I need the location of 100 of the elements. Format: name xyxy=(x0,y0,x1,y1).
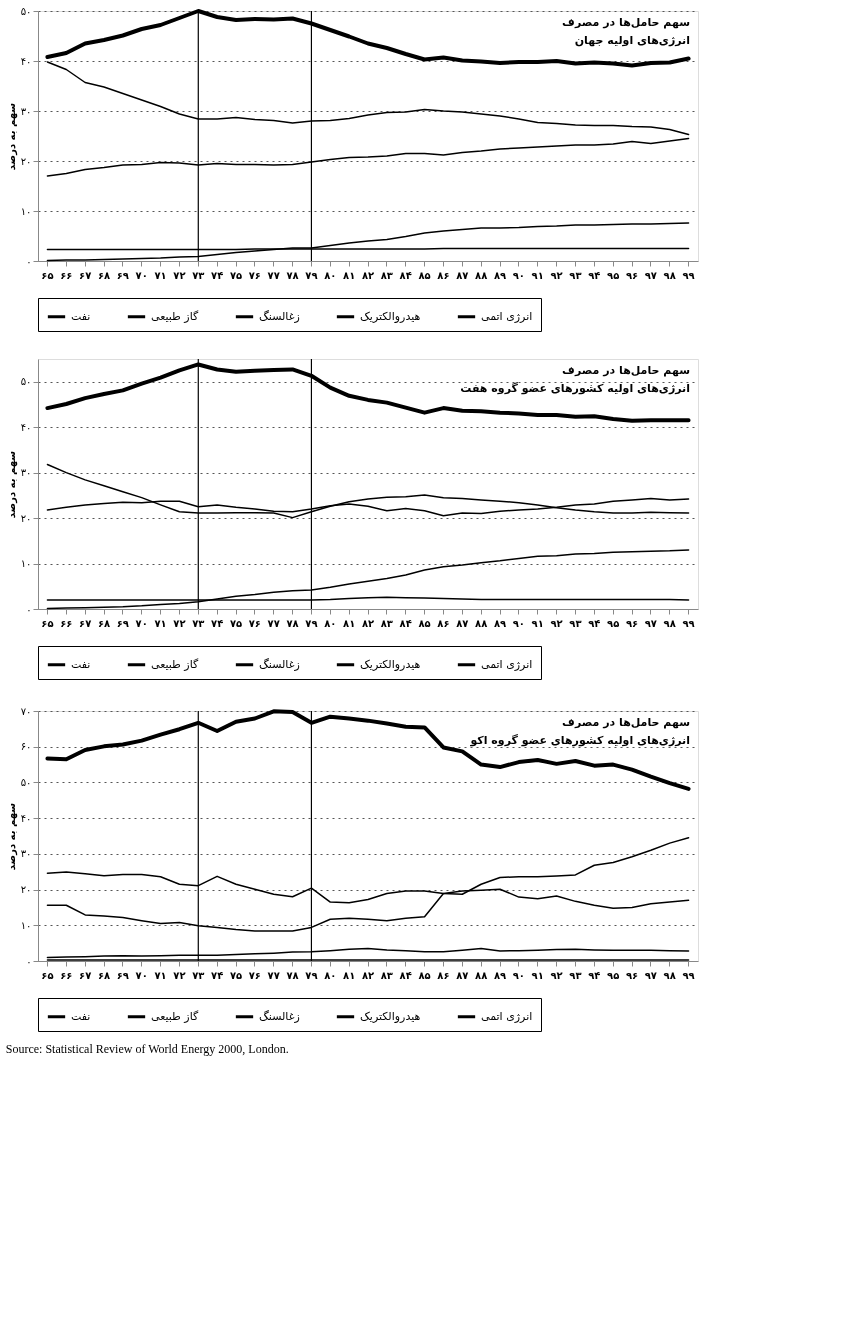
y-tick-label: ۱۰ xyxy=(20,205,32,217)
legend-label: هیدروالکتریک xyxy=(360,657,421,671)
y-tick-label: ۷۰ xyxy=(20,705,32,717)
legend-label: گاز طبیعی xyxy=(151,309,200,323)
x-tick-label: ۹۵ xyxy=(607,617,620,629)
x-tick-label: ۷۳ xyxy=(192,617,205,629)
x-tick-label: ۸۱ xyxy=(343,269,356,281)
x-tick-label: ۹۷ xyxy=(644,969,657,981)
x-tick-label: ۹۹ xyxy=(682,969,695,981)
x-tick-label: ۷۱ xyxy=(154,269,167,281)
y-tick-label: ۰ xyxy=(26,603,32,615)
x-tick-label: ۸۲ xyxy=(361,617,375,629)
x-tick-label: ۶۶ xyxy=(60,617,73,629)
x-tick-label: ۶۹ xyxy=(116,269,129,281)
x-tick-label: ۶۵ xyxy=(41,269,54,281)
chart-title: سهم حامل‌ها در مصرف xyxy=(562,16,690,29)
x-tick-label: ۸۹ xyxy=(493,617,507,629)
y-tick-label: ۵۰ xyxy=(20,376,32,388)
x-tick-label: ۸۹ xyxy=(493,969,507,981)
x-tick-label: ۷۶ xyxy=(248,969,261,981)
x-tick-label: ۷۸ xyxy=(286,617,299,629)
x-tick-label: ۷۲ xyxy=(173,969,186,981)
x-tick-label: ۸۰ xyxy=(324,269,337,281)
x-tick-label: ۸۰ xyxy=(324,969,337,981)
legend-label: انرژی اتمی xyxy=(481,657,533,671)
legend-label: انرژی اتمی xyxy=(481,1009,533,1023)
x-tick-label: ۷۱ xyxy=(154,617,167,629)
x-tick-label: ۸۷ xyxy=(456,269,469,281)
x-tick-label: ۶۹ xyxy=(116,617,129,629)
legend-label: نفت xyxy=(71,1009,91,1023)
x-tick-label: ۹۴ xyxy=(588,617,601,629)
x-tick-label: ۸۶ xyxy=(437,969,450,981)
y-axis-title: سهم به درصد xyxy=(5,802,18,871)
x-tick-label: ۷۴ xyxy=(211,969,224,981)
x-tick-label: ۷۰ xyxy=(135,269,148,281)
y-axis-title: سهم به درصد xyxy=(5,102,18,171)
x-tick-label: ۷۸ xyxy=(286,969,299,981)
x-tick-label: ۹۵ xyxy=(607,269,620,281)
x-tick-label: ۷۰ xyxy=(135,969,148,981)
y-tick-label: ۲۰ xyxy=(20,512,32,524)
x-tick-label: ۹۸ xyxy=(663,969,676,981)
legend-label: انرژی اتمی xyxy=(481,309,533,323)
x-tick-label: ۷۹ xyxy=(305,269,318,281)
y-tick-label: ۱۰ xyxy=(20,919,32,931)
x-tick-label: ۷۰ xyxy=(135,617,148,629)
y-tick-label: ۴۰ xyxy=(20,812,32,824)
x-tick-label: ۹۲ xyxy=(550,617,563,629)
x-tick-label: ۷۵ xyxy=(229,969,243,981)
x-tick-label: ۸۵ xyxy=(418,617,431,629)
x-tick-label: ۸۵ xyxy=(418,269,431,281)
x-tick-label: ۸۲ xyxy=(361,969,375,981)
y-tick-label: ۳۰ xyxy=(20,105,32,117)
x-tick-label: ۸۳ xyxy=(380,969,393,981)
x-tick-label: ۷۲ xyxy=(173,617,186,629)
x-tick-label: ۷۶ xyxy=(248,617,261,629)
legend-label: نفت xyxy=(71,309,91,323)
x-tick-label: ۸۳ xyxy=(380,617,393,629)
x-tick-label: ۸۲ xyxy=(361,269,375,281)
y-tick-label: ۰ xyxy=(26,255,32,267)
x-tick-label: ۹۲ xyxy=(550,969,563,981)
x-tick-label: ۹۹ xyxy=(682,269,695,281)
x-tick-label: ۹۳ xyxy=(569,269,582,281)
y-tick-label: ۶۰ xyxy=(20,741,32,753)
x-tick-label: ۶۶ xyxy=(60,969,73,981)
x-tick-label: ۶۷ xyxy=(79,269,92,281)
x-tick-label: ۹۶ xyxy=(625,269,639,281)
x-tick-label: ۶۷ xyxy=(79,617,92,629)
x-tick-label: ۶۸ xyxy=(97,617,111,629)
x-tick-label: ۹۰ xyxy=(512,617,525,629)
x-tick-label: ۶۶ xyxy=(60,269,73,281)
legend-label: زغالسنگ xyxy=(259,657,300,671)
legend-label: هیدروالکتریک xyxy=(360,1009,421,1023)
x-tick-label: ۶۹ xyxy=(116,969,129,981)
x-tick-label: ۹۷ xyxy=(644,617,657,629)
x-tick-label: ۹۶ xyxy=(625,617,639,629)
x-tick-label: ۶۷ xyxy=(79,969,92,981)
x-tick-label: ۷۱ xyxy=(154,969,167,981)
x-tick-label: ۷۷ xyxy=(267,969,280,981)
x-tick-label: ۹۸ xyxy=(663,269,676,281)
y-tick-label: ۲۰ xyxy=(20,884,32,896)
x-tick-label: ۸۴ xyxy=(399,969,412,981)
x-tick-label: ۸۷ xyxy=(456,617,469,629)
text: انرژی‌های اولیه جهان xyxy=(574,34,690,47)
x-tick-label: ۷۹ xyxy=(305,617,318,629)
y-tick-label: ۰ xyxy=(26,955,32,967)
x-tick-label: ۷۵ xyxy=(229,269,243,281)
x-tick-label: ۷۳ xyxy=(192,269,205,281)
x-tick-label: ۷۸ xyxy=(286,269,299,281)
x-tick-label: ۹۶ xyxy=(625,969,639,981)
x-tick-label: ۸۶ xyxy=(437,617,450,629)
chart-title: سهم حامل‌ها در مصرف xyxy=(562,716,690,729)
y-tick-label: ۳۰ xyxy=(20,467,32,479)
x-tick-label: ۹۳ xyxy=(569,969,582,981)
x-tick-label: ۹۰ xyxy=(512,969,525,981)
y-tick-label: ۳۰ xyxy=(20,848,32,860)
x-tick-label: ۹۳ xyxy=(569,617,582,629)
legend-label: زغالسنگ xyxy=(259,309,300,323)
x-tick-label: ۷۵ xyxy=(229,617,243,629)
x-tick-label: ۸۸ xyxy=(475,969,488,981)
x-tick-label: ۸۰ xyxy=(324,617,337,629)
